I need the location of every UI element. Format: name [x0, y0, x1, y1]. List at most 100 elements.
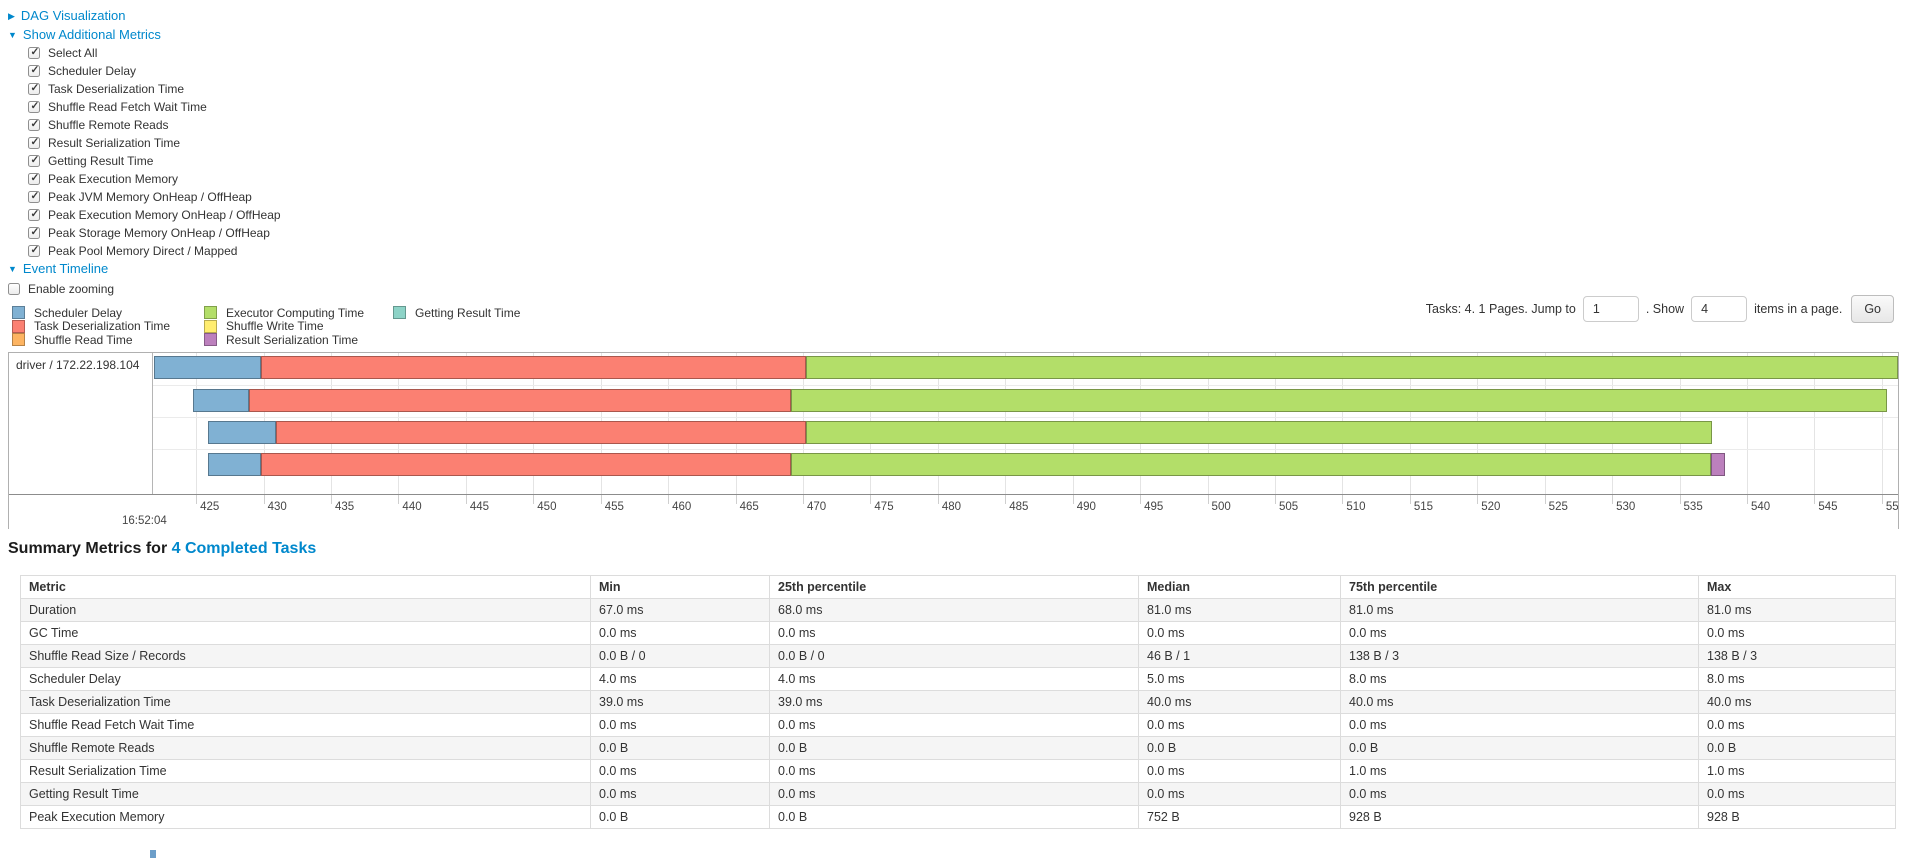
timeline-axis-ticks: 425 430 435 440 445 450 455 460 465 470 475 480 485 4… [153, 495, 1898, 529]
metric-checkbox[interactable] [28, 101, 40, 113]
show-additional-metrics-toggle[interactable]: ▼ Show Additional Metrics [8, 27, 161, 42]
legend-column: Getting Result Time [393, 306, 520, 347]
dag-visualization-toggle[interactable]: ▶ DAG Visualization [8, 8, 125, 23]
completed-tasks-link[interactable]: 4 Completed Tasks [171, 540, 317, 557]
metric-value-cell: 0.0 B / 0 [769, 644, 1139, 668]
axis-tick [600, 495, 602, 504]
metric-checkbox[interactable] [28, 155, 40, 167]
axis-tick-label: 550 [1885, 501, 1898, 513]
metric-checkbox-row[interactable]: Select All [28, 44, 281, 62]
metric-name-cell: Shuffle Remote Reads [20, 736, 591, 760]
metric-checkbox-row[interactable]: Shuffle Read Fetch Wait Time [28, 98, 281, 116]
axis-tick-label: 515 [1413, 501, 1434, 513]
metric-checkbox[interactable] [28, 119, 40, 131]
task-bar-segment-scheduler_delay[interactable] [154, 356, 261, 379]
task-bar-segment-task_deserialization[interactable] [275, 420, 806, 444]
metric-checkbox[interactable] [28, 227, 40, 239]
items-per-page-input[interactable] [1691, 296, 1748, 322]
timeline-row-separator [153, 384, 1898, 386]
axis-tick [870, 495, 872, 504]
metric-checkbox-row[interactable]: Peak Storage Memory OnHeap / OffHeap [28, 224, 281, 242]
legend-label: Task Deserialization Time [34, 319, 171, 334]
timeline-row-separator [153, 416, 1898, 418]
metric-checkbox-row[interactable]: Result Serialization Time [28, 134, 281, 152]
metric-value-cell: 39.0 ms [590, 690, 770, 714]
axis-tick [331, 495, 332, 504]
task-bar-segment-task_deserialization[interactable] [260, 356, 806, 379]
metric-value-cell: 0.0 ms [769, 782, 1139, 806]
metric-value-cell: 39.0 ms [769, 690, 1139, 714]
task-bar-segment-task_deserialization[interactable] [260, 453, 791, 476]
task-bar-segment-scheduler_delay[interactable] [193, 388, 249, 412]
metric-checkbox-row[interactable]: Task Deserialization Time [28, 80, 281, 98]
task-bar-segment-executor_computing[interactable] [805, 356, 1898, 379]
legend-item: Shuffle Write Time [204, 319, 393, 333]
metric-checkbox-row[interactable]: Peak Pool Memory Direct / Mapped [28, 242, 281, 260]
task-bar-segment-scheduler_delay[interactable] [208, 420, 276, 444]
metric-checkbox[interactable] [28, 47, 40, 59]
metric-checkbox-label: Getting Result Time [48, 154, 154, 168]
metric-checkbox-row[interactable]: Getting Result Time [28, 152, 281, 170]
task-bar-segment-task_deserialization[interactable] [248, 388, 791, 412]
event-timeline-label: Event Timeline [22, 261, 109, 276]
metric-checkbox[interactable] [28, 191, 40, 203]
table-row: Shuffle Read Fetch Wait Time 0.0 ms 0.0 ms… [20, 713, 1896, 737]
metric-checkbox-row[interactable]: Peak Execution Memory OnHeap / OffHeap [28, 206, 281, 224]
axis-tick-label: 540 [1750, 501, 1771, 513]
axis-tick [668, 495, 670, 504]
metric-value-cell: 928 B [1340, 805, 1699, 829]
task-bar-segment-executor_computing[interactable] [790, 388, 1888, 412]
metric-checkbox-label: Peak Execution Memory OnHeap / OffHeap [48, 208, 281, 222]
legend-label: Shuffle Read Time [34, 332, 133, 347]
event-timeline-toggle[interactable]: ▼ Event Timeline [8, 261, 108, 276]
axis-tick [533, 495, 535, 504]
metric-value-cell: 0.0 ms [1138, 759, 1341, 783]
task-bar-segment-executor_computing[interactable] [790, 453, 1711, 476]
task-bar-segment-executor_computing[interactable] [805, 420, 1712, 444]
axis-tick-label: 505 [1278, 501, 1299, 513]
axis-tick-label: 525 [1548, 501, 1568, 513]
metric-checkbox[interactable] [28, 245, 40, 257]
metric-checkbox[interactable] [28, 137, 40, 149]
executor-row-label: driver / 172.22.198.104 [16, 358, 140, 372]
metric-checkbox[interactable] [28, 173, 40, 185]
legend-item: Shuffle Read Time [12, 333, 204, 347]
metric-value-cell: 1.0 ms [1340, 759, 1699, 783]
axis-tick-label: 520 [1481, 501, 1501, 513]
axis-tick [263, 495, 265, 504]
axis-tick [1274, 495, 1276, 504]
enable-zooming-checkbox[interactable] [8, 283, 20, 295]
axis-tick [1005, 495, 1007, 504]
metric-value-cell: 68.0 ms [769, 598, 1139, 622]
legend-swatch-icon [204, 319, 217, 333]
legend-item: Executor Computing Time [204, 306, 393, 320]
metric-checkbox-row[interactable]: Peak JVM Memory OnHeap / OffHeap [28, 188, 281, 206]
metric-name-cell: Peak Execution Memory [20, 805, 591, 829]
legend-item: Result Serialization Time [204, 333, 393, 347]
table-row: Shuffle Read Size / Records 0.0 B / 0 0.0 … [20, 644, 1896, 668]
legend-label: Getting Result Time [415, 305, 521, 320]
column-header-min: Min [590, 575, 770, 599]
metric-checkbox[interactable] [28, 83, 40, 95]
metric-checkbox[interactable] [28, 209, 40, 221]
timeline-legend: Scheduler Delay Task Deserialization Time… [12, 306, 520, 347]
legend-swatch-icon [12, 306, 25, 320]
task-bar-segment-scheduler_delay[interactable] [208, 453, 261, 476]
task-bar-segment-result_serialization[interactable] [1710, 453, 1726, 476]
metric-checkbox-label: Shuffle Remote Reads [48, 118, 169, 132]
metric-checkbox-label: Result Serialization Time [48, 136, 181, 150]
metric-checkbox-row[interactable]: Peak Execution Memory [28, 170, 281, 188]
expanded-arrow-icon: ▼ [8, 263, 17, 274]
metric-checkbox-row[interactable]: Shuffle Remote Reads [28, 116, 281, 134]
go-button[interactable]: Go [1851, 295, 1894, 323]
metric-checkbox[interactable] [28, 65, 40, 77]
jump-to-page-input[interactable] [1582, 296, 1639, 322]
summary-metrics-title: Summary Metrics for 4 Completed Tasks [8, 540, 316, 558]
metric-checkbox-row[interactable]: Scheduler Delay [28, 62, 281, 80]
axis-tick-label: 430 [267, 501, 287, 513]
timeline-gridline [1746, 353, 1748, 494]
metric-value-cell: 0.0 ms [590, 621, 770, 645]
timeline-axis: 425 430 435 440 445 450 455 460 465 470 475 480 485 4… [9, 494, 1898, 529]
summary-metrics-table: Metric Min 25th percentile Median 75th perce… [20, 575, 1896, 829]
axis-tick-label: 440 [402, 501, 422, 513]
